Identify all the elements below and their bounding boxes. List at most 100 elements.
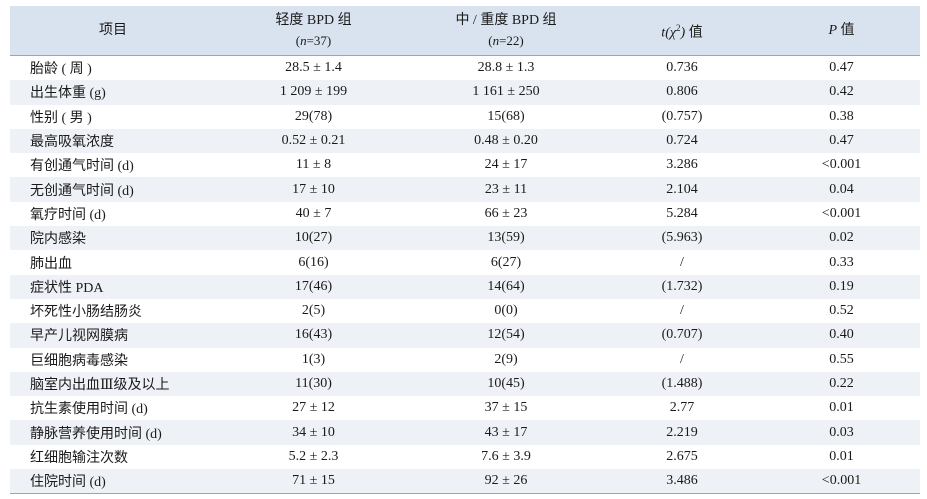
cell-item: 静脉营养使用时间 (d) bbox=[10, 420, 216, 445]
cell-item: 肺出血 bbox=[30, 256, 72, 272]
cell-severe: 2(9) bbox=[494, 351, 518, 367]
header-severe-n: (n=22) bbox=[488, 32, 524, 48]
cell-severe: 92 ± 26 bbox=[411, 469, 601, 495]
cell-mild: 10(27) bbox=[216, 226, 411, 251]
table-row: 院内感染 10(27) 13(59) (5.963) 0.02 bbox=[10, 226, 920, 251]
header-item: 项目 bbox=[10, 6, 216, 56]
cell-p-value: 0.47 bbox=[829, 60, 854, 76]
cell-p-value: 0.55 bbox=[829, 351, 854, 367]
cell-p-value: 0.42 bbox=[763, 80, 920, 105]
table-row: 有创通气时间 (d) 11 ± 8 24 ± 17 3.286 <0.001 bbox=[10, 153, 920, 177]
table-row: 症状性 PDA 17(46) 14(64) (1.732) 0.19 bbox=[10, 274, 920, 299]
cell-statistic: 0.724 bbox=[601, 128, 763, 154]
cell-mild: 71 ± 15 bbox=[216, 469, 411, 495]
cell-item: 住院时间 (d) bbox=[10, 469, 216, 495]
cell-severe: 1 161 ± 250 bbox=[411, 80, 601, 105]
cell-statistic: 2.77 bbox=[669, 400, 695, 416]
table-row: 巨细胞病毒感染 1(3) 2(9) / 0.55 bbox=[10, 348, 920, 372]
header-mild-group: 轻度 BPD 组 (n=37) bbox=[216, 6, 411, 56]
cell-severe: 23 ± 11 bbox=[411, 177, 601, 202]
cell-mild: 11 ± 8 bbox=[295, 157, 332, 173]
cell-severe: 0.48 ± 0.20 bbox=[411, 128, 601, 154]
cell-severe: 10(45) bbox=[411, 371, 601, 397]
cell-severe: 7.6 ± 3.9 bbox=[481, 448, 531, 464]
cell-mild: 6(16) bbox=[298, 254, 329, 270]
cell-item: 出生体重 (g) bbox=[10, 80, 216, 105]
header-mild-n: (n=37) bbox=[295, 32, 332, 48]
cell-item: 无创通气时间 (d) bbox=[10, 177, 216, 202]
cell-p-value: 0.38 bbox=[829, 108, 854, 124]
cell-severe: 66 ± 23 bbox=[484, 205, 528, 221]
cell-mild: 27 ± 12 bbox=[292, 400, 335, 416]
cell-item: 胎龄 ( 周 ) bbox=[30, 62, 92, 78]
table-row: 出生体重 (g) 1 209 ± 199 1 161 ± 250 0.806 0.42 bbox=[10, 80, 920, 105]
cell-statistic: 3.486 bbox=[601, 469, 763, 495]
cell-p-value: 0.02 bbox=[763, 226, 920, 251]
cell-p-value: <0.001 bbox=[821, 157, 862, 173]
cell-statistic: / bbox=[680, 351, 684, 367]
cell-severe: 13(59) bbox=[411, 226, 601, 251]
cell-mild: 11(30) bbox=[216, 371, 411, 397]
cell-mild: 1 209 ± 199 bbox=[216, 80, 411, 105]
cell-p-value: 0.22 bbox=[763, 371, 920, 397]
cell-item: 有创通气时间 (d) bbox=[30, 159, 134, 175]
cell-p-value: 0.01 bbox=[829, 400, 854, 416]
cell-item: 最高吸氧浓度 bbox=[10, 128, 216, 154]
cell-mild: 28.5 ± 1.4 bbox=[285, 60, 342, 76]
cell-item: 院内感染 bbox=[10, 226, 216, 251]
table-row: 胎龄 ( 周 ) 28.5 ± 1.4 28.8 ± 1.3 0.736 0.47 bbox=[10, 56, 920, 81]
cell-item: 症状性 PDA bbox=[10, 274, 216, 299]
cell-mild: 2(5) bbox=[301, 303, 326, 319]
table-row: 氧疗时间 (d) 40 ± 7 66 ± 23 5.284 <0.001 bbox=[10, 202, 920, 226]
cell-p-value: 0.19 bbox=[763, 274, 920, 299]
cell-item: 早产儿视网膜病 bbox=[10, 323, 216, 348]
cell-mild: 16(43) bbox=[216, 323, 411, 348]
cell-severe: 37 ± 15 bbox=[484, 400, 528, 416]
cell-item: 巨细胞病毒感染 bbox=[30, 353, 128, 369]
cell-statistic: 0.806 bbox=[601, 80, 763, 105]
cell-statistic: 3.286 bbox=[666, 157, 698, 173]
cell-mild: 29(78) bbox=[294, 108, 333, 124]
cell-p-value: 0.47 bbox=[763, 128, 920, 154]
cell-statistic: 5.284 bbox=[666, 205, 698, 221]
table-row: 肺出血 6(16) 6(27) / 0.33 bbox=[10, 250, 920, 274]
cell-p-value: 0.03 bbox=[763, 420, 920, 445]
cell-statistic: / bbox=[680, 303, 684, 319]
cell-p-value: 0.40 bbox=[763, 323, 920, 348]
cell-statistic: 2.219 bbox=[601, 420, 763, 445]
cell-p-value: 0.01 bbox=[829, 448, 854, 464]
cell-item: 坏死性小肠结肠炎 bbox=[30, 305, 142, 321]
cell-severe: 0(0) bbox=[494, 303, 518, 319]
table-row: 性别 ( 男 ) 29(78) 15(68) (0.757) 0.38 bbox=[10, 105, 920, 129]
table-row: 早产儿视网膜病 16(43) 12(54) (0.707) 0.40 bbox=[10, 323, 920, 348]
cell-severe: 12(54) bbox=[411, 323, 601, 348]
cell-item: 氧疗时间 (d) bbox=[30, 207, 106, 223]
cell-severe: 6(27) bbox=[490, 254, 522, 270]
comparison-table: 项目 轻度 BPD 组 (n=37) 中 / 重度 BPD 组 (n=22) t… bbox=[10, 6, 920, 495]
header-severe-label: 中 / 重度 BPD 组 bbox=[455, 12, 557, 28]
table-body: 胎龄 ( 周 ) 28.5 ± 1.4 28.8 ± 1.3 0.736 0.47 出生体… bbox=[10, 56, 920, 495]
cell-statistic: 2.104 bbox=[601, 177, 763, 202]
table-header: 项目 轻度 BPD 组 (n=37) 中 / 重度 BPD 组 (n=22) t… bbox=[10, 6, 920, 56]
table-row: 住院时间 (d) 71 ± 15 92 ± 26 3.486 <0.001 bbox=[10, 469, 920, 495]
cell-statistic: (1.488) bbox=[601, 371, 763, 397]
cell-p-value: 0.52 bbox=[829, 303, 854, 319]
cell-severe: 43 ± 17 bbox=[411, 420, 601, 445]
cell-mild: 34 ± 10 bbox=[216, 420, 411, 445]
cell-statistic: / bbox=[680, 254, 684, 270]
table-row: 抗生素使用时间 (d) 27 ± 12 37 ± 15 2.77 0.01 bbox=[10, 396, 920, 420]
cell-statistic: 0.736 bbox=[666, 60, 698, 76]
comparison-table-container: 项目 轻度 BPD 组 (n=37) 中 / 重度 BPD 组 (n=22) t… bbox=[10, 6, 920, 495]
table-row: 脑室内出血Ⅲ级及以上 11(30) 10(45) (1.488) 0.22 bbox=[10, 371, 920, 397]
cell-mild: 5.2 ± 2.3 bbox=[288, 448, 339, 464]
cell-statistic: (5.963) bbox=[601, 226, 763, 251]
cell-item: 性别 ( 男 ) bbox=[30, 110, 92, 126]
cell-statistic: (0.757) bbox=[661, 108, 703, 124]
cell-mild: 0.52 ± 0.21 bbox=[216, 128, 411, 154]
table-row: 无创通气时间 (d) 17 ± 10 23 ± 11 2.104 0.04 bbox=[10, 177, 920, 202]
table-row: 最高吸氧浓度 0.52 ± 0.21 0.48 ± 0.20 0.724 0.47 bbox=[10, 128, 920, 154]
cell-mild: 40 ± 7 bbox=[295, 205, 332, 221]
header-statistic: t(χ2) 值 bbox=[601, 6, 763, 56]
header-row: 项目 轻度 BPD 组 (n=37) 中 / 重度 BPD 组 (n=22) t… bbox=[10, 6, 920, 56]
cell-severe: 15(68) bbox=[487, 108, 525, 124]
